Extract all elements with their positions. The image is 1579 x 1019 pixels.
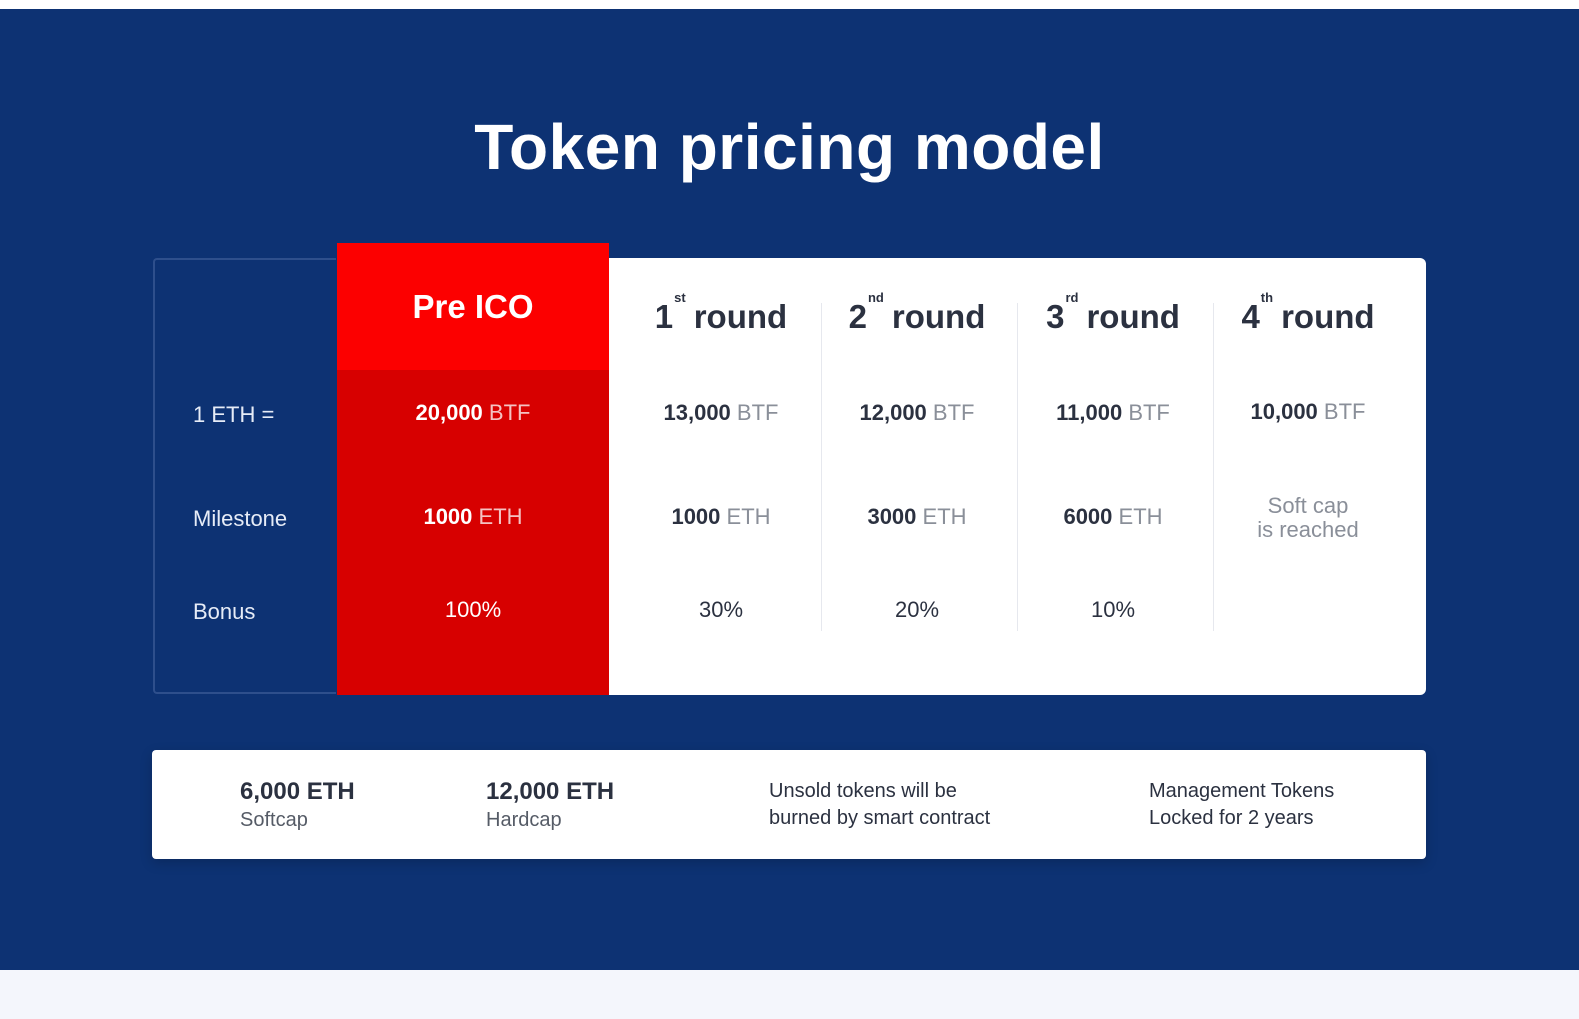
round-1-label: round bbox=[693, 298, 788, 335]
softcap-info: 6,000 ETH Softcap bbox=[240, 778, 355, 834]
unsold-tokens-info: Unsold tokens will be burned by smart co… bbox=[769, 778, 990, 832]
soft-cap-line-1: Soft cap bbox=[1267, 493, 1349, 518]
round-3-rate-value: 11,000 bbox=[1056, 400, 1123, 425]
round-2-milestone: 3000 ETH bbox=[819, 504, 1015, 530]
round-4-milestone: Soft cap is reached bbox=[1210, 494, 1406, 542]
rate-label: 1 ETH = bbox=[193, 402, 275, 427]
pre-ico-milestone: 1000 ETH bbox=[337, 504, 609, 530]
softcap-value: 6,000 ETH bbox=[240, 778, 355, 805]
round-1-milestone: 1000 ETH bbox=[623, 504, 819, 530]
round-2-header: 2ndround bbox=[819, 290, 1015, 336]
round-column-4: 4thround 10,000 BTF Soft cap is reached bbox=[1210, 258, 1406, 695]
milestone-label: Milestone bbox=[193, 506, 288, 531]
round-3-milestone: 6000 ETH bbox=[1015, 504, 1211, 530]
round-3-bonus: 10% bbox=[1090, 597, 1136, 622]
round-1-header: 1stround bbox=[623, 290, 819, 336]
round-3-rate-unit: BTF bbox=[1128, 400, 1170, 425]
round-1-rate: 13,000 BTF bbox=[623, 400, 819, 426]
round-3-label: round bbox=[1086, 298, 1180, 335]
management-line-2: Locked for 2 years bbox=[1149, 807, 1314, 829]
round-4-header: 4thround bbox=[1210, 290, 1406, 336]
pre-ico-header: Pre ICO bbox=[337, 243, 609, 370]
round-2-bonus: 20% bbox=[894, 597, 940, 622]
round-2-rate: 12,000 BTF bbox=[819, 400, 1015, 426]
softcap-label: Softcap bbox=[240, 809, 308, 831]
round-1-milestone-value: 1000 bbox=[671, 504, 721, 529]
round-3-milestone-value: 6000 bbox=[1063, 504, 1113, 529]
round-2-milestone-value: 3000 bbox=[867, 504, 917, 529]
round-4-rate-value: 10,000 bbox=[1250, 399, 1318, 424]
round-1-bonus: 30% bbox=[698, 597, 744, 622]
round-2-number: 2 bbox=[848, 298, 867, 335]
round-4-rate-unit: BTF bbox=[1323, 399, 1366, 424]
management-tokens-info: Management Tokens Locked for 2 years bbox=[1149, 778, 1334, 832]
round-divider bbox=[821, 303, 822, 631]
round-2-label: round bbox=[891, 298, 986, 335]
round-1-milestone-unit: ETH bbox=[726, 504, 771, 529]
round-divider bbox=[1213, 303, 1214, 631]
pre-ico-rate-unit: BTF bbox=[488, 400, 531, 425]
bottom-strip bbox=[0, 970, 1579, 1019]
round-column-3: 3rdround 11,000 BTF 6000 ETH 10% bbox=[1015, 258, 1211, 695]
soft-cap-line-2: is reached bbox=[1257, 517, 1359, 542]
management-line-1: Management Tokens bbox=[1149, 780, 1335, 802]
round-column-1: 1stround 13,000 BTF 1000 ETH 30% bbox=[623, 258, 819, 695]
round-1-rate-value: 13,000 bbox=[663, 400, 731, 425]
round-1-suffix: st bbox=[674, 290, 686, 305]
page-title: Token pricing model bbox=[474, 111, 1105, 183]
pre-ico-milestone-value: 1000 bbox=[423, 504, 473, 529]
top-strip bbox=[0, 0, 1579, 9]
round-4-number: 4 bbox=[1241, 298, 1260, 335]
round-3-header: 3rdround bbox=[1015, 290, 1211, 336]
round-2-milestone-unit: ETH bbox=[922, 504, 967, 529]
round-4-label: round bbox=[1281, 298, 1375, 335]
info-bar: 6,000 ETH Softcap 12,000 ETH Hardcap Uns… bbox=[152, 750, 1426, 859]
round-2-rate-value: 12,000 bbox=[859, 400, 927, 425]
pre-ico-rate-value: 20,000 bbox=[415, 400, 483, 425]
round-3-rate: 11,000 BTF bbox=[1015, 400, 1211, 426]
round-3-suffix: rd bbox=[1065, 290, 1079, 305]
hardcap-value: 12,000 ETH bbox=[486, 778, 615, 805]
bonus-label: Bonus bbox=[193, 599, 256, 624]
unsold-line-1: Unsold tokens will be bbox=[769, 780, 957, 802]
pre-ico-bonus: 100% bbox=[444, 597, 502, 622]
round-1-number: 1 bbox=[654, 298, 674, 335]
pre-ico-rate: 20,000 BTF bbox=[337, 400, 609, 426]
round-3-milestone-unit: ETH bbox=[1118, 504, 1163, 529]
unsold-line-2: burned by smart contract bbox=[769, 807, 991, 829]
hardcap-label: Hardcap bbox=[486, 809, 562, 831]
hardcap-info: 12,000 ETH Hardcap bbox=[486, 778, 614, 834]
round-2-rate-unit: BTF bbox=[932, 400, 975, 425]
pre-ico-column: Pre ICO 20,000 BTF 1000 ETH 100% bbox=[337, 243, 609, 695]
round-4-suffix: th bbox=[1260, 290, 1274, 305]
round-4-rate: 10,000 BTF bbox=[1210, 399, 1406, 425]
row-labels-column: 1 ETH = Milestone Bonus bbox=[153, 258, 336, 694]
rounds-panel: 1stround 13,000 BTF 1000 ETH 30% 2ndroun… bbox=[609, 258, 1426, 695]
round-2-suffix: nd bbox=[867, 290, 884, 305]
round-3-number: 3 bbox=[1046, 298, 1065, 335]
pre-ico-milestone-unit: ETH bbox=[478, 504, 523, 529]
round-column-2: 2ndround 12,000 BTF 3000 ETH 20% bbox=[819, 258, 1015, 695]
round-divider bbox=[1017, 303, 1018, 631]
round-1-rate-unit: BTF bbox=[736, 400, 779, 425]
